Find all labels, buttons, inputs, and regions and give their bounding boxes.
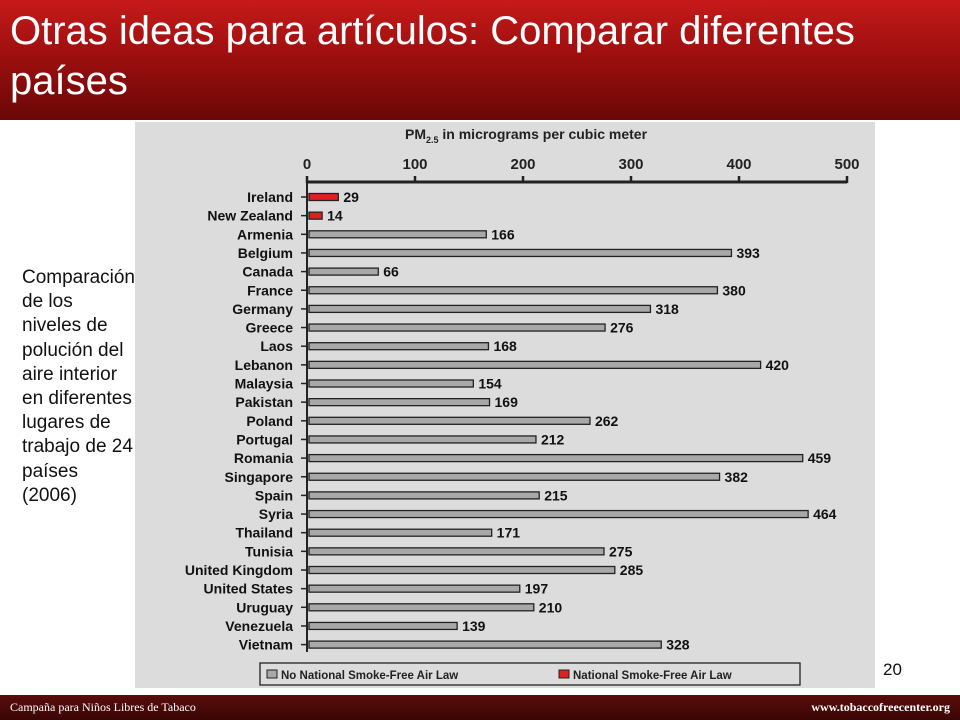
data-label: 154: [478, 376, 502, 392]
data-label: 380: [722, 282, 746, 298]
category-label: New Zealand: [207, 208, 293, 224]
data-label: 169: [495, 394, 519, 410]
category-label: Malaysia: [235, 376, 294, 392]
category-label: Belgium: [238, 245, 293, 261]
footer-website[interactable]: www.tobaccofreecenter.org: [811, 700, 950, 714]
data-label: 275: [609, 543, 633, 559]
data-label: 215: [544, 487, 568, 503]
category-label: Poland: [246, 413, 293, 429]
category-label: Spain: [255, 487, 293, 503]
bar: [308, 211, 323, 220]
page-number: 20: [883, 660, 902, 679]
data-label: 318: [655, 301, 679, 317]
bar: [308, 304, 652, 314]
chart-title: PM2.5 in micrograms per cubic meter: [405, 126, 648, 145]
data-label: 66: [383, 264, 399, 280]
category-label: Germany: [232, 301, 293, 317]
data-label: 29: [343, 189, 359, 205]
bar-chart: PM2.5 in micrograms per cubic meter 0 100 2…: [185, 126, 860, 686]
bar: [308, 267, 379, 276]
category-label: Ireland: [247, 189, 293, 205]
category-label: Thailand: [235, 525, 293, 541]
x-tick-label: 100: [402, 156, 427, 173]
chart-description: Comparación de los niveles de polución d…: [22, 267, 135, 506]
category-label: Pakistan: [235, 394, 293, 410]
bar: [308, 453, 804, 463]
bar: [308, 547, 605, 556]
data-label: 393: [736, 245, 760, 261]
data-label: 420: [766, 357, 790, 373]
footer-campaign-name: Campaña para Niños Libres de Tabaco: [10, 700, 196, 714]
bar: [308, 323, 606, 332]
x-tick-label: 400: [726, 156, 751, 173]
bar: [308, 584, 521, 593]
bar: [308, 603, 535, 612]
data-label: 276: [610, 320, 634, 336]
legend-box: [259, 662, 801, 686]
category-label: Uruguay: [236, 599, 293, 615]
legend-label: National Smoke-Free Air Law: [573, 670, 732, 682]
category-label: United States: [204, 581, 294, 597]
x-tick-label: 500: [834, 156, 859, 173]
category-label: Syria: [259, 506, 293, 522]
data-label: 210: [539, 599, 563, 615]
bar: [308, 621, 458, 631]
title-bar: Otras ideas para artículos: Comparar dif…: [0, 0, 960, 120]
footer-bar: Campaña para Niños Libres de Tabaco www.…: [0, 695, 960, 720]
bar: [308, 416, 591, 425]
category-label: Lebanon: [235, 357, 293, 373]
data-label: 464: [813, 506, 837, 522]
category-label: Romania: [234, 450, 293, 466]
x-tick-label: 300: [618, 156, 643, 173]
bar: [308, 230, 487, 239]
data-label: 168: [493, 338, 517, 354]
bar: [308, 565, 616, 575]
data-label: 262: [595, 413, 619, 429]
bar: [308, 491, 540, 500]
category-label: Greece: [246, 320, 294, 336]
bar: [308, 248, 733, 258]
bar: [308, 640, 662, 649]
bar: [308, 360, 762, 370]
category-label: Singapore: [225, 469, 294, 485]
bar: [308, 528, 493, 537]
data-label: 14: [327, 208, 343, 224]
data-label: 212: [541, 431, 565, 447]
bar: [308, 435, 537, 444]
category-label: Venezuela: [225, 618, 293, 634]
category-label: United Kingdom: [185, 562, 293, 578]
category-label: Laos: [260, 338, 293, 354]
category-label: Tunisia: [245, 543, 293, 559]
bar: [308, 379, 474, 388]
chart-panel: PM2.5 in micrograms per cubic meter 0 100 2…: [135, 122, 875, 688]
data-label: 197: [525, 581, 549, 597]
bar: [308, 286, 719, 295]
bar: [308, 192, 339, 202]
data-label: 166: [491, 226, 515, 242]
bar: [308, 472, 721, 481]
x-tick-label: 0: [303, 156, 311, 173]
data-label: 171: [497, 525, 521, 541]
legend-label: No National Smoke-Free Air Law: [281, 670, 458, 682]
category-label: Portugal: [236, 431, 293, 447]
slide-title: Otras ideas para artículos: Comparar dif…: [10, 9, 855, 103]
x-tick-label: 200: [510, 156, 535, 173]
category-label: France: [247, 282, 293, 298]
data-label: 382: [725, 469, 749, 485]
category-label: Canada: [242, 264, 293, 280]
bar: [308, 397, 491, 407]
legend-swatch: [266, 669, 278, 679]
category-label: Vietnam: [239, 637, 293, 653]
bar: [308, 342, 490, 351]
category-label: Armenia: [237, 226, 293, 242]
bar: [308, 509, 809, 519]
data-label: 285: [620, 562, 644, 578]
legend-swatch: [558, 669, 570, 679]
data-label: 328: [666, 637, 690, 653]
data-label: 139: [462, 618, 486, 634]
data-label: 459: [808, 450, 832, 466]
